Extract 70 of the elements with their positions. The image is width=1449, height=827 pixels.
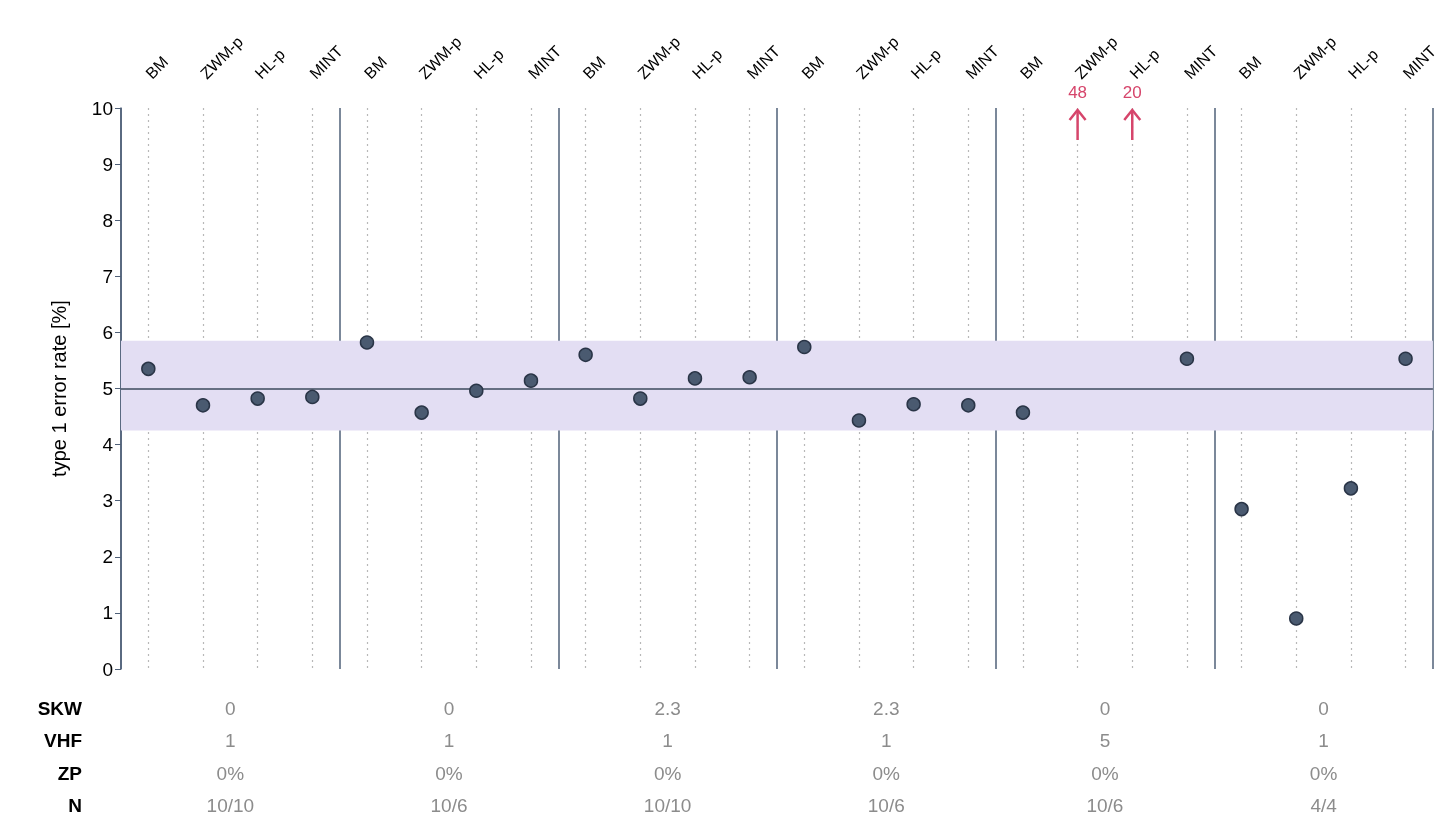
- text: N: [68, 794, 82, 816]
- x-tick-label: BM: [142, 53, 172, 83]
- y-tick-label: 1: [102, 602, 113, 624]
- text: 0%: [435, 762, 463, 784]
- text: 0: [1099, 697, 1111, 719]
- text: 0: [225, 697, 236, 719]
- text: 0: [443, 697, 455, 719]
- text: VHF: [44, 729, 82, 751]
- text: 10/6: [430, 794, 468, 816]
- text: 1: [1318, 729, 1329, 751]
- y-axis-title: type 1 error rate [%]: [48, 300, 70, 477]
- point: [742, 370, 757, 385]
- text: 1: [662, 729, 673, 751]
- text: 2.3: [873, 697, 900, 719]
- text: 1: [880, 729, 892, 751]
- text: 0%: [1309, 762, 1338, 784]
- point: [414, 405, 429, 420]
- point: [195, 398, 211, 413]
- text: 0: [1318, 697, 1329, 719]
- y-tick-label: 5: [102, 378, 113, 399]
- y-tick-label: 7: [102, 265, 113, 287]
- x-tick-label: BM: [798, 53, 828, 83]
- y-tick-label: 8: [102, 209, 113, 231]
- x-tick-label: BM: [360, 53, 390, 83]
- text: 20: [1122, 82, 1142, 102]
- text: 48: [1068, 82, 1088, 102]
- point: [578, 347, 593, 363]
- text: 10/6: [1086, 794, 1124, 816]
- point: [1343, 481, 1359, 496]
- y-tick-label: 4: [102, 434, 114, 456]
- y-tick-label: 2: [102, 546, 113, 568]
- point: [1015, 405, 1031, 420]
- point: [1234, 501, 1249, 517]
- text: 0%: [1091, 762, 1119, 784]
- point: [1179, 351, 1195, 367]
- text: 10/10: [643, 794, 692, 816]
- point: [250, 391, 265, 406]
- point: [961, 398, 976, 413]
- text: 0%: [872, 762, 901, 784]
- point: [633, 391, 648, 406]
- point: [687, 371, 703, 386]
- text: 0%: [653, 762, 682, 784]
- point: [1398, 351, 1413, 367]
- text: 5: [1099, 729, 1111, 751]
- y-tick-label: 3: [102, 490, 113, 512]
- x-tick-label: BM: [1016, 53, 1046, 83]
- point: [1289, 611, 1304, 626]
- text: ZP: [57, 762, 83, 784]
- point: [851, 413, 867, 428]
- y-tick-label: 6: [102, 321, 113, 343]
- y-tick-label: 9: [102, 153, 113, 175]
- text: SKW: [37, 697, 83, 719]
- x-tick-label: BM: [579, 53, 609, 83]
- point: [141, 361, 156, 377]
- text: 2.3: [654, 697, 681, 719]
- point: [797, 339, 812, 355]
- point: [469, 383, 484, 398]
- point: [305, 389, 320, 405]
- y-tick-label: 10: [91, 97, 113, 119]
- y-tick-label: 0: [102, 658, 113, 680]
- text: 10/6: [867, 794, 905, 816]
- text: 1: [225, 729, 236, 751]
- text: 0%: [216, 762, 245, 784]
- text: 1: [443, 729, 455, 751]
- point: [523, 373, 539, 388]
- text: 4/4: [1310, 794, 1338, 816]
- x-tick-label: BM: [1235, 53, 1265, 83]
- point: [359, 335, 375, 350]
- point: [906, 396, 921, 412]
- text: 10/10: [206, 794, 255, 816]
